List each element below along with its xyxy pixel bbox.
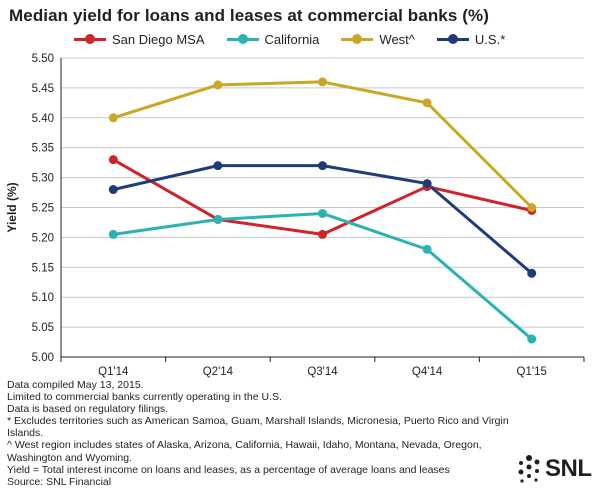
data-point [318, 77, 327, 87]
y-tick-label: 5.05 [32, 322, 54, 334]
legend-label: West^ [379, 31, 415, 47]
legend-entry: U.S.* [436, 31, 506, 47]
data-point [108, 155, 118, 165]
series-line [112, 158, 533, 236]
legend-entry: West^ [341, 31, 415, 47]
data-point [527, 203, 537, 212]
data-point [318, 229, 327, 239]
note-line: Limited to commercial banks currently op… [7, 391, 282, 404]
y-tick-label: 5.35 [32, 143, 54, 155]
y-tick-label: 5.25 [32, 203, 54, 215]
data-point [527, 268, 537, 278]
x-tick-label: Q1'14 [98, 366, 129, 378]
note-line: Source: SNL Financial [7, 475, 112, 488]
line-chart: 5.00 5.05 5.10 5.15 5.20 5.25 5.30 5.35 5.40 5.45… [5, 53, 585, 378]
y-tick-label: 5.00 [32, 352, 54, 364]
y-tick-label: 5.50 [32, 53, 54, 65]
legend-label: California [264, 31, 320, 47]
x-tick-label: Q4'14 [412, 366, 443, 378]
legend-swatch [226, 32, 259, 46]
data-point [108, 113, 118, 123]
legend-label: U.S.* [474, 31, 506, 47]
y-tick-label: 5.15 [32, 262, 54, 274]
logo-text: SNL [545, 455, 592, 482]
x-tick-label: Q1'15 [517, 366, 547, 378]
y-tick-label: 5.10 [32, 292, 54, 304]
chart-notes: Data compiled May 13, 2015. Limited to c… [7, 379, 512, 488]
data-point [213, 80, 223, 90]
data-point [422, 98, 432, 108]
x-tick-label: Q3'14 [307, 366, 338, 378]
y-tick-label: 5.20 [32, 232, 54, 244]
x-tick-label: Q2'14 [203, 366, 234, 378]
data-point [318, 161, 327, 171]
note-line: Yield = Total interest income on loans a… [7, 463, 450, 476]
y-tick-label: 5.30 [32, 173, 54, 185]
data-point [527, 334, 537, 344]
legend-entry: San Diego MSA [74, 32, 205, 47]
legend-entry: California [226, 31, 320, 47]
legend-label: San Diego MSA [112, 31, 205, 47]
note-line: ^ West region includes states of Alaska,… [7, 439, 482, 464]
y-tick-label: 5.45 [32, 83, 54, 95]
series-line [112, 164, 533, 275]
note-line: * Excludes territories such as American … [7, 415, 509, 440]
note-line: Data is based on regulatory filings. [7, 403, 169, 416]
y-tick-label: 5.40 [32, 113, 54, 125]
note-line: Data compiled May 13, 2015. [7, 379, 144, 391]
chart-title: Median yield for loans and leases at com… [9, 6, 489, 25]
legend-swatch [436, 32, 469, 46]
data-point [213, 161, 223, 171]
data-point [108, 185, 118, 195]
series-line [112, 80, 533, 209]
data-point [108, 229, 118, 239]
snl-dots-icon [518, 455, 540, 483]
legend-swatch [74, 32, 106, 46]
data-point [422, 244, 432, 254]
data-point [422, 179, 432, 189]
data-point [318, 208, 327, 218]
y-axis-label: Yield (%) [5, 182, 19, 232]
legend-swatch [341, 32, 374, 46]
data-point [213, 214, 223, 224]
chart-legend: San Diego MSA California West^ U.S.* [74, 31, 527, 47]
snl-logo: SNL [516, 452, 596, 486]
